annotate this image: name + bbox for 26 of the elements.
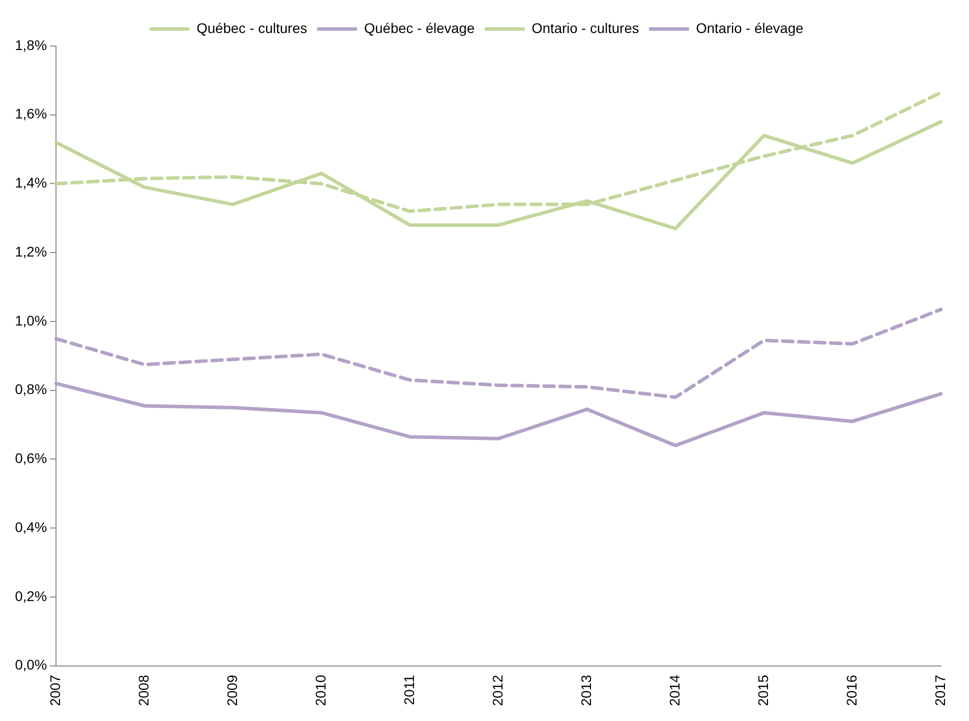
x-tick-label: 2011 bbox=[400, 674, 417, 705]
y-tick-label: 0,0% bbox=[14, 656, 47, 673]
x-tick-label: 2007 bbox=[46, 674, 63, 706]
y-tick-label: 1,0% bbox=[14, 312, 47, 328]
x-tick-label: 2017 bbox=[932, 674, 948, 706]
y-tick-label: 0,6% bbox=[14, 450, 47, 466]
y-tick-label: 1,4% bbox=[14, 174, 47, 191]
y-tick-label: 1,8% bbox=[14, 36, 47, 53]
y-tick-label: 0,8% bbox=[14, 381, 47, 398]
legend-label: Ontario - élevage bbox=[696, 20, 804, 36]
legend-label: Québec - cultures bbox=[196, 20, 308, 36]
x-tick-label: 2008 bbox=[135, 674, 152, 706]
y-tick-label: 1,2% bbox=[14, 243, 47, 260]
line-series bbox=[54, 308, 943, 399]
y-tick-label: 1,6% bbox=[14, 106, 47, 122]
x-tick-label: 2015 bbox=[754, 674, 771, 706]
x-tick-label: 2012 bbox=[489, 674, 506, 706]
legend-label: Québec - élevage bbox=[364, 20, 475, 36]
x-tick-label: 2010 bbox=[312, 674, 328, 706]
x-tick-label: 2009 bbox=[224, 674, 240, 706]
x-tick-label: 2014 bbox=[666, 674, 682, 706]
legend-label: Ontario - cultures bbox=[532, 20, 639, 36]
x-tick-label: 2016 bbox=[843, 674, 860, 706]
y-tick-label: 0,2% bbox=[14, 588, 47, 604]
x-tick-label: 2013 bbox=[578, 674, 594, 706]
y-tick-label: 0,4% bbox=[14, 518, 47, 535]
